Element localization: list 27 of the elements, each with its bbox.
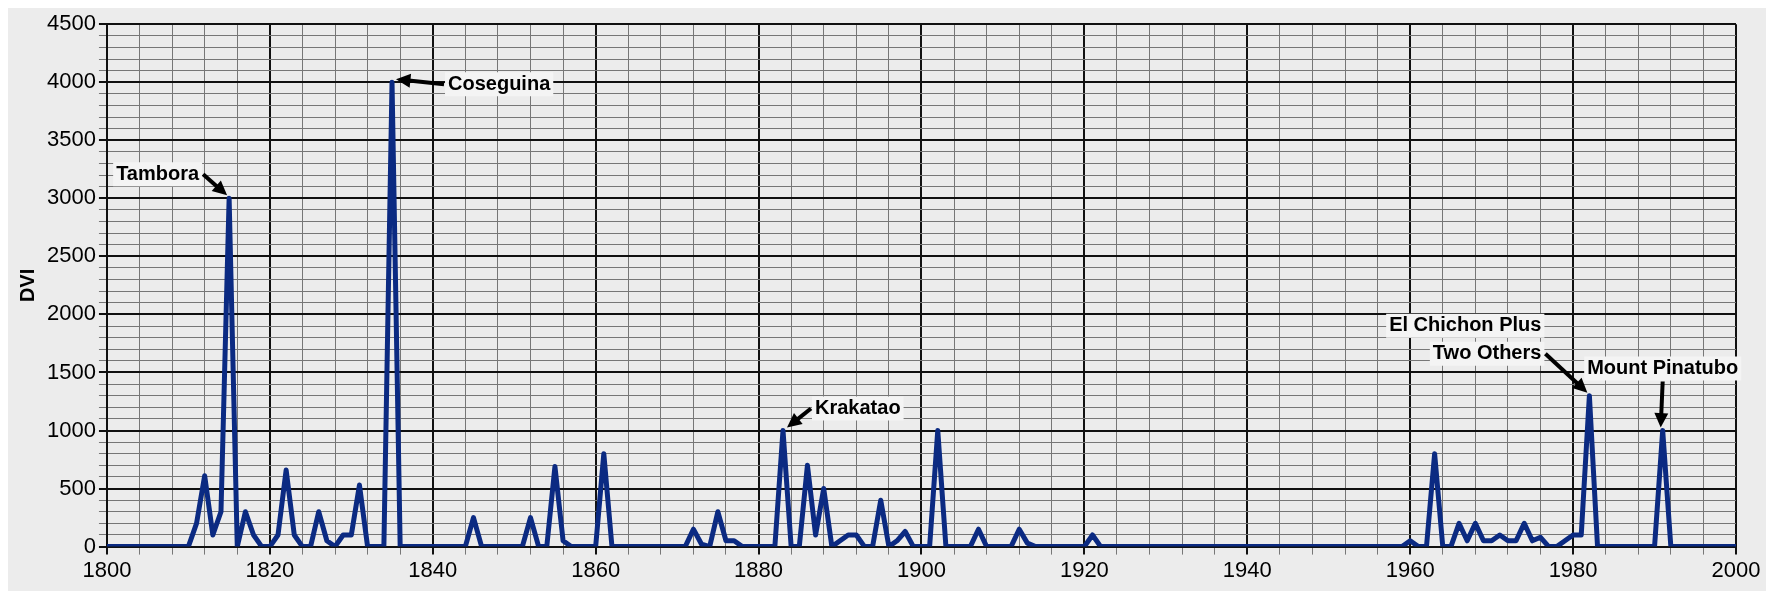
annotation: Krakatao [815, 396, 901, 419]
x-tick-label: 1820 [245, 556, 295, 582]
annotation: Mount Pinatubo [1587, 356, 1739, 379]
x-tick-label: 1920 [1059, 556, 1109, 582]
y-tick-label: 0 [83, 532, 96, 558]
y-axis-title: DVI [15, 268, 38, 303]
y-tick-label: 1000 [46, 416, 96, 442]
y-tick-label: 4000 [46, 68, 96, 94]
x-tick-label: 1800 [82, 556, 132, 582]
y-tick-label: 3500 [46, 126, 96, 152]
y-tick-label: 2000 [46, 300, 96, 326]
y-tick-label: 3000 [46, 184, 96, 210]
x-tick-label: 1880 [734, 556, 784, 582]
x-tick-label: 1900 [896, 556, 946, 582]
x-tick-label: 1940 [1222, 556, 1272, 582]
y-tick-label: 4500 [46, 10, 96, 36]
x-tick-label: 1840 [408, 556, 458, 582]
annotation: El Chichon Plus Two Others [1389, 313, 1542, 364]
annotation: Coseguina [448, 71, 552, 94]
x-tick-label: 1960 [1385, 556, 1435, 582]
x-tick-label: 1860 [571, 556, 621, 582]
x-tick-label: 2000 [1711, 556, 1761, 582]
annotation: Tambora [116, 161, 200, 184]
x-tick-label: 1980 [1548, 556, 1598, 582]
y-tick-label: 1500 [46, 358, 96, 384]
y-tick-label: 500 [59, 474, 96, 500]
y-tick-label: 2500 [46, 242, 96, 268]
